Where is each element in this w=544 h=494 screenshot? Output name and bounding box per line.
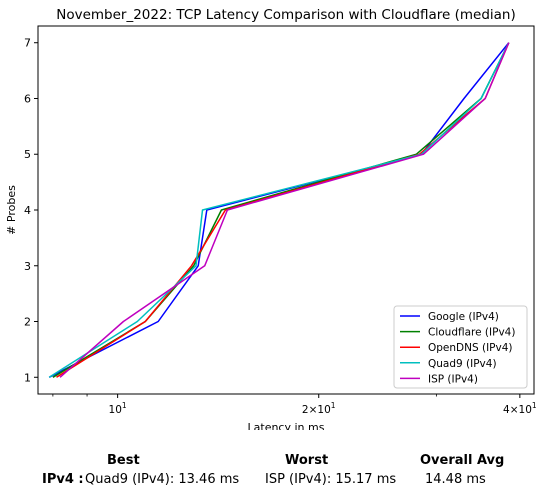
legend-entry-label: OpenDNS (IPv4) xyxy=(428,342,513,354)
legend-entry-label: ISP (IPv4) xyxy=(428,373,478,385)
overall-avg-heading: Overall Avg xyxy=(420,453,505,468)
best-heading: Best xyxy=(107,453,140,468)
legend-box xyxy=(393,305,528,389)
y-tick-label: 3 xyxy=(24,260,31,273)
worst-value: ISP (IPv4): 15.17 ms xyxy=(265,472,397,487)
latency-chart: November_2022: TCP Latency Comparison wi… xyxy=(5,7,537,430)
plot-lines xyxy=(48,42,510,378)
series-line-1 xyxy=(48,42,510,378)
x-tick-label: 101 xyxy=(109,401,127,416)
overall-avg-value: 14.48 ms xyxy=(425,472,486,487)
y-tick-label: 2 xyxy=(24,316,31,329)
legend: Google (IPv4) Cloudflare (IPv4) OpenDNS (I… xyxy=(393,305,528,389)
legend-entry-label: Google (IPv4) xyxy=(428,311,499,323)
y-tick-label: 7 xyxy=(24,37,31,50)
y-tick-label: 6 xyxy=(24,92,31,105)
y-tick-label: 4 xyxy=(24,204,31,217)
y-tick-label: 5 xyxy=(24,148,31,161)
series-line-4 xyxy=(48,42,510,378)
x-tick-label: 4×101 xyxy=(503,401,537,416)
legend-entry-label: Cloudflare (IPv4) xyxy=(428,327,515,339)
y-tick-label: 1 xyxy=(24,371,31,384)
ipv4-row-label: IPv4 : xyxy=(42,472,84,487)
chart-title: November_2022: TCP Latency Comparison wi… xyxy=(56,7,516,23)
y-axis-label: # Probes xyxy=(5,185,18,235)
best-value: Quad9 (IPv4): 13.46 ms xyxy=(85,472,240,487)
series-line-5 xyxy=(59,42,510,378)
x-axis-label: Latency in ms xyxy=(248,421,325,430)
legend-entry-label: Quad9 (IPv4) xyxy=(428,358,497,370)
x-tick-label: 2×101 xyxy=(302,401,336,416)
x-axis: 101 2×101 4×101 xyxy=(52,394,537,416)
y-axis: 1 2 3 4 5 6 7 xyxy=(24,37,38,384)
worst-heading: Worst xyxy=(285,453,329,468)
